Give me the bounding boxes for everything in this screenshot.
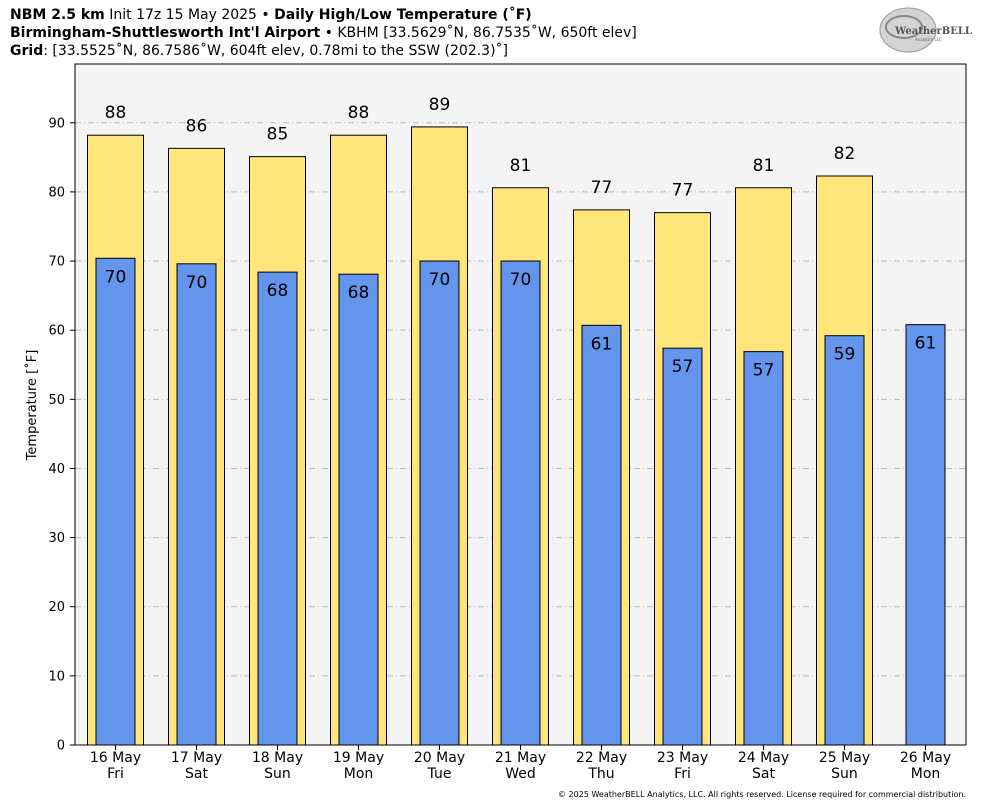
- bar: [176, 263, 217, 746]
- x-tick-label: 18 May: [252, 750, 303, 766]
- value-label: 70: [186, 273, 208, 293]
- logo-swirl: [885, 15, 923, 39]
- bar: [500, 260, 541, 746]
- value-label: 57: [753, 361, 775, 381]
- x-tick-label: 19 May: [333, 750, 384, 766]
- x-tick-sublabel: Tue: [427, 766, 452, 782]
- title-line-1: NBM 2.5 km Init 17z 15 May 2025 • Daily …: [10, 6, 532, 23]
- bar: [338, 273, 379, 746]
- x-tick-sublabel: Wed: [505, 766, 536, 782]
- logo-sub: Analytics LLC: [915, 37, 942, 42]
- x-tick-sublabel: Fri: [107, 766, 124, 782]
- value-label: 59: [834, 345, 856, 365]
- logo: WeatherBELL Analytics LLC: [879, 7, 972, 53]
- chart-title: Daily High/Low Temperature (˚F): [274, 6, 532, 23]
- title-line-3: Grid: [33.5525˚N, 86.7586˚W, 604ft elev,…: [10, 42, 508, 59]
- value-label: 61: [591, 334, 613, 354]
- y-tick-label: 0: [57, 739, 65, 754]
- bar: [743, 351, 784, 746]
- x-tick-label: 22 May: [576, 750, 627, 766]
- x-tick-sublabel: Sun: [264, 766, 291, 782]
- logo-text: WeatherBELL: [894, 26, 972, 37]
- y-tick-label: 90: [48, 116, 65, 131]
- y-tick-label: 50: [48, 393, 65, 408]
- value-label: 85: [267, 125, 289, 145]
- x-tick-sublabel: Fri: [674, 766, 691, 782]
- value-label: 57: [672, 357, 694, 377]
- bar: [95, 257, 136, 746]
- model: NBM 2.5 km: [10, 7, 105, 23]
- value-label: 68: [348, 283, 370, 303]
- x-tick-label: 21 May: [495, 750, 546, 766]
- y-tick-label: 30: [48, 531, 65, 546]
- x-tick-sublabel: Sat: [185, 766, 208, 782]
- y-tick-label: 40: [48, 462, 65, 477]
- station-info: KBHM [33.5629˚N, 86.7535˚W, 650ft elev]: [337, 24, 636, 41]
- x-tick-label: 25 May: [819, 750, 870, 766]
- y-axis-label: Temperature [˚F]: [24, 350, 40, 462]
- value-label: 70: [429, 270, 451, 290]
- separator: •: [261, 7, 269, 23]
- y-tick-label: 60: [48, 324, 65, 339]
- value-label: 70: [510, 270, 532, 290]
- bar: [662, 347, 703, 746]
- bar: [581, 324, 622, 746]
- x-tick-label: 20 May: [414, 750, 465, 766]
- footer: © 2025 WeatherBELL Analytics, LLC. All r…: [558, 790, 966, 799]
- x-tick-label: 17 May: [171, 750, 222, 766]
- value-label: 77: [672, 181, 694, 201]
- x-tick-sublabel: Thu: [587, 766, 614, 782]
- value-label: 86: [186, 116, 208, 136]
- y-tick-label: 10: [48, 669, 65, 684]
- x-tick-label: 16 May: [90, 750, 141, 766]
- grid-info: : [33.5525˚N, 86.7586˚W, 604ft elev, 0.7…: [43, 42, 508, 59]
- logo-swirl: [879, 7, 937, 53]
- value-label: 61: [915, 334, 937, 354]
- x-tick-sublabel: Sat: [752, 766, 775, 782]
- x-tick-sublabel: Sun: [831, 766, 858, 782]
- bar: [905, 324, 946, 746]
- x-tick-sublabel: Mon: [911, 766, 941, 782]
- value-label: 81: [510, 156, 532, 176]
- value-label: 82: [834, 144, 856, 164]
- x-tick-label: 23 May: [657, 750, 708, 766]
- value-label: 70: [105, 267, 127, 287]
- value-label: 89: [429, 95, 451, 115]
- title-line-2: Birmingham-Shuttlesworth Int'l Airport •…: [10, 24, 637, 41]
- bar: [257, 271, 298, 746]
- value-label: 77: [591, 178, 613, 198]
- value-label: 81: [753, 156, 775, 176]
- x-tick-label: 26 May: [900, 750, 951, 766]
- value-label: 88: [105, 103, 127, 123]
- y-tick-label: 20: [48, 600, 65, 615]
- bar: [824, 335, 865, 746]
- value-label: 88: [348, 103, 370, 123]
- value-label: 68: [267, 281, 289, 301]
- y-tick-label: 80: [48, 185, 65, 200]
- init: Init 17z 15 May 2025: [109, 7, 257, 23]
- y-tick-label: 70: [48, 255, 65, 270]
- x-tick-sublabel: Mon: [344, 766, 374, 782]
- bar: [419, 260, 460, 746]
- separator: •: [325, 25, 333, 41]
- station: Birmingham-Shuttlesworth Int'l Airport: [10, 25, 320, 41]
- grid-label: Grid: [10, 43, 43, 59]
- x-tick-label: 24 May: [738, 750, 789, 766]
